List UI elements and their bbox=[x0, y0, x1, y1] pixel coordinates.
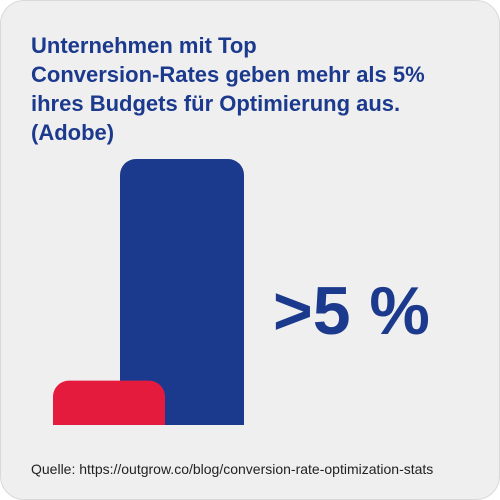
source-citation: Quelle: https://outgrow.co/blog/conversi… bbox=[31, 461, 434, 477]
highlight-value: >5 % bbox=[273, 273, 430, 349]
infographic-title: Unternehmen mit Top Conversion-Rates geb… bbox=[31, 31, 481, 147]
bar bbox=[120, 159, 244, 425]
bar bbox=[53, 380, 165, 425]
title-line: Conversion-Rates geben mehr als 5% bbox=[31, 62, 425, 87]
title-line: Unternehmen mit Top bbox=[31, 33, 257, 58]
title-line: (Adobe) bbox=[31, 120, 115, 145]
title-line: ihres Budgets für Optimierung aus. bbox=[31, 91, 401, 116]
